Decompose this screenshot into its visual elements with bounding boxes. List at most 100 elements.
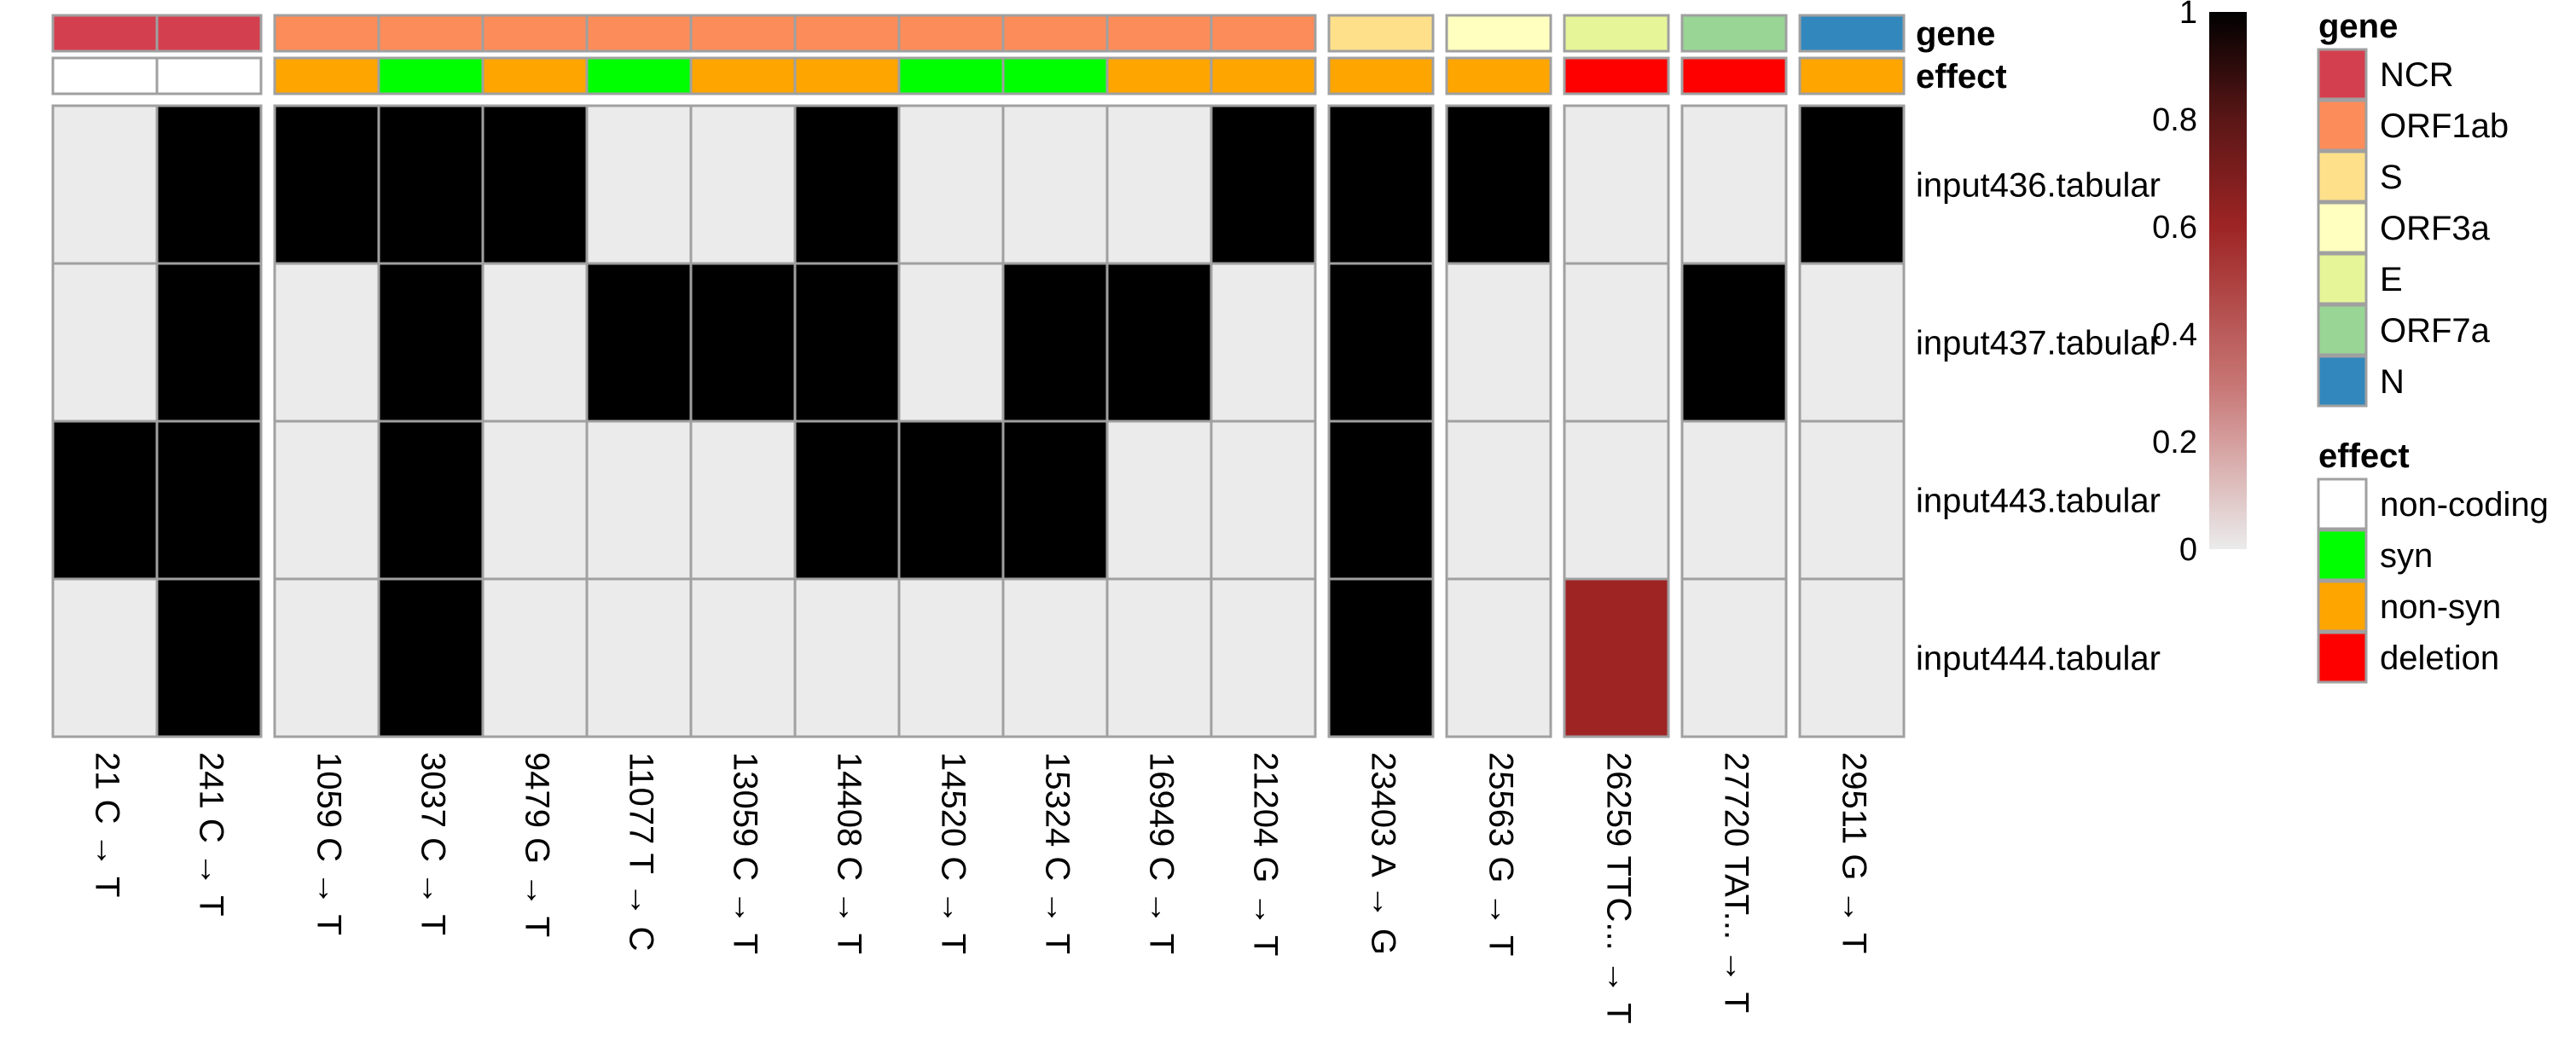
column-label-3037-c-t: 3037 C → T [414,752,451,935]
legend-swatch-n [2317,355,2368,408]
heatmap-cell-14408-c-t-input437-tabular [793,262,901,423]
heatmap-cell-3037-c-t-input444-tabular [377,577,484,738]
heatmap-cell-21-c-t-input437-tabular [51,262,159,423]
effect-annotation-cell-11077-t-c [585,56,693,95]
heatmap-cell-25563-g-t-input443-tabular [1445,420,1552,581]
legend-title-gene: gene [2318,8,2398,45]
heatmap-cell-9479-g-t-input436-tabular [481,104,589,265]
heatmap-cell-29511-g-t-input437-tabular [1798,262,1906,423]
heatmap-cell-26259-ttc-t-input443-tabular [1563,420,1670,581]
legend-swatch-orf3a [2317,201,2368,254]
legend-label-non-coding: non-coding [2380,486,2549,524]
column-label-21204-g-t: 21204 G → T [1246,752,1284,956]
heatmap-cell-9479-g-t-input437-tabular [481,262,589,423]
gene-annotation-cell-15324-c-t [1001,14,1109,53]
effect-annotation-cell-15324-c-t [1001,56,1109,95]
gene-annotation-cell-27720-tat-t [1680,14,1788,53]
heatmap-cell-13059-c-t-input437-tabular [689,262,797,423]
heatmap-cell-1059-c-t-input437-tabular [273,262,380,423]
heatmap-cell-14408-c-t-input443-tabular [793,420,901,581]
heatmap-cell-16949-c-t-input436-tabular [1105,104,1213,265]
heatmap-cell-26259-ttc-t-input444-tabular [1563,577,1670,738]
heatmap-cell-16949-c-t-input444-tabular [1105,577,1213,738]
heatmap-cell-29511-g-t-input444-tabular [1798,577,1906,738]
heatmap-cell-27720-tat-t-input436-tabular [1680,104,1788,265]
legend-swatch-non-syn [2317,580,2368,633]
colorbar-tick-0-6: 0.6 [2152,210,2197,246]
heatmap-cell-241-c-t-input436-tabular [155,104,263,265]
gene-annotation-cell-29511-g-t [1798,14,1906,53]
column-label-16949-c-t: 16949 C → T [1142,752,1180,954]
heatmap-cell-16949-c-t-input437-tabular [1105,262,1213,423]
legend-label-syn: syn [2380,537,2433,575]
heatmap-cell-15324-c-t-input444-tabular [1001,577,1109,738]
heatmap-cell-26259-ttc-t-input437-tabular [1563,262,1670,423]
effect-annotation-cell-9479-g-t [481,56,589,95]
heatmap-cell-26259-ttc-t-input436-tabular [1563,104,1670,265]
colorbar-tick-0-4: 0.4 [2152,317,2197,353]
column-label-13059-c-t: 13059 C → T [726,752,763,954]
legend-swatch-deletion [2317,631,2368,684]
row-label-input443-tabular: input443.tabular [1916,483,2161,520]
legend-label-orf3a: ORF3a [2380,210,2491,247]
column-label-9479-g-t: 9479 G → T [518,752,555,937]
row-label-input437-tabular: input437.tabular [1916,325,2161,362]
legend-swatch-non-coding [2317,477,2368,530]
colorbar-tick-0-8: 0.8 [2152,102,2197,138]
heatmap-cell-23403-a-g-input443-tabular [1327,420,1435,581]
effect-annotation-cell-3037-c-t [377,56,484,95]
heatmap-cell-11077-t-c-input436-tabular [585,104,693,265]
legend-title-effect: effect [2318,437,2410,475]
heatmap-cell-241-c-t-input444-tabular [155,577,263,738]
column-label-1059-c-t: 1059 C → T [310,752,347,935]
legend-swatch-s [2317,150,2368,203]
effect-annotation-cell-16949-c-t [1105,56,1213,95]
heatmap-cell-21204-g-t-input444-tabular [1210,577,1317,738]
legend-swatch-orf1ab [2317,99,2368,152]
gene-annotation-cell-16949-c-t [1105,14,1213,53]
heatmap-cell-25563-g-t-input444-tabular [1445,577,1552,738]
legend-label-ncr: NCR [2380,56,2454,94]
heatmap-cell-23403-a-g-input436-tabular [1327,104,1435,265]
heatmap-cell-14520-c-t-input437-tabular [897,262,1005,423]
column-label-29511-g-t: 29511 G → T [1835,752,1872,953]
heatmap-cell-14520-c-t-input436-tabular [897,104,1005,265]
column-label-14520-c-t: 14520 C → T [934,752,972,954]
colorbar [2209,12,2247,549]
heatmap-cell-29511-g-t-input436-tabular [1798,104,1906,265]
heatmap-cell-14408-c-t-input436-tabular [793,104,901,265]
legend-label-non-syn: non-syn [2380,588,2501,626]
effect-annotation-cell-13059-c-t [689,56,797,95]
annotation-label-gene: gene [1916,15,1995,53]
effect-annotation-cell-29511-g-t [1798,56,1906,95]
effect-annotation-cell-21204-g-t [1210,56,1317,95]
heatmap-cell-27720-tat-t-input443-tabular [1680,420,1788,581]
heatmap-cell-23403-a-g-input437-tabular [1327,262,1435,423]
effect-annotation-cell-21-c-t [51,56,159,95]
heatmap-cell-13059-c-t-input436-tabular [689,104,797,265]
colorbar-tick-0: 0 [2179,532,2197,568]
effect-annotation-cell-26259-ttc-t [1563,56,1670,95]
legend-label-orf7a: ORF7a [2380,312,2491,350]
legend-swatch-e [2317,252,2368,305]
effect-annotation-cell-1059-c-t [273,56,380,95]
legend-label-deletion: deletion [2380,639,2499,677]
gene-annotation-cell-241-c-t [155,14,263,53]
colorbar-tick-1: 1 [2179,0,2197,31]
gene-annotation-cell-21204-g-t [1210,14,1317,53]
heatmap-cell-21204-g-t-input443-tabular [1210,420,1317,581]
heatmap-cell-3037-c-t-input437-tabular [377,262,484,423]
heatmap-cell-11077-t-c-input444-tabular [585,577,693,738]
gene-annotation-cell-11077-t-c [585,14,693,53]
heatmap-cell-13059-c-t-input443-tabular [689,420,797,581]
heatmap-cell-1059-c-t-input444-tabular [273,577,380,738]
heatmap-cell-21204-g-t-input437-tabular [1210,262,1317,423]
column-label-23403-a-g: 23403 A → G [1364,752,1401,955]
heatmap-cell-1059-c-t-input443-tabular [273,420,380,581]
heatmap-cell-9479-g-t-input444-tabular [481,577,589,738]
column-label-241-c-t: 241 C → T [192,752,229,917]
heatmap-cell-14520-c-t-input443-tabular [897,420,1005,581]
heatmap-cell-3037-c-t-input436-tabular [377,104,484,265]
gene-annotation-cell-14520-c-t [897,14,1005,53]
